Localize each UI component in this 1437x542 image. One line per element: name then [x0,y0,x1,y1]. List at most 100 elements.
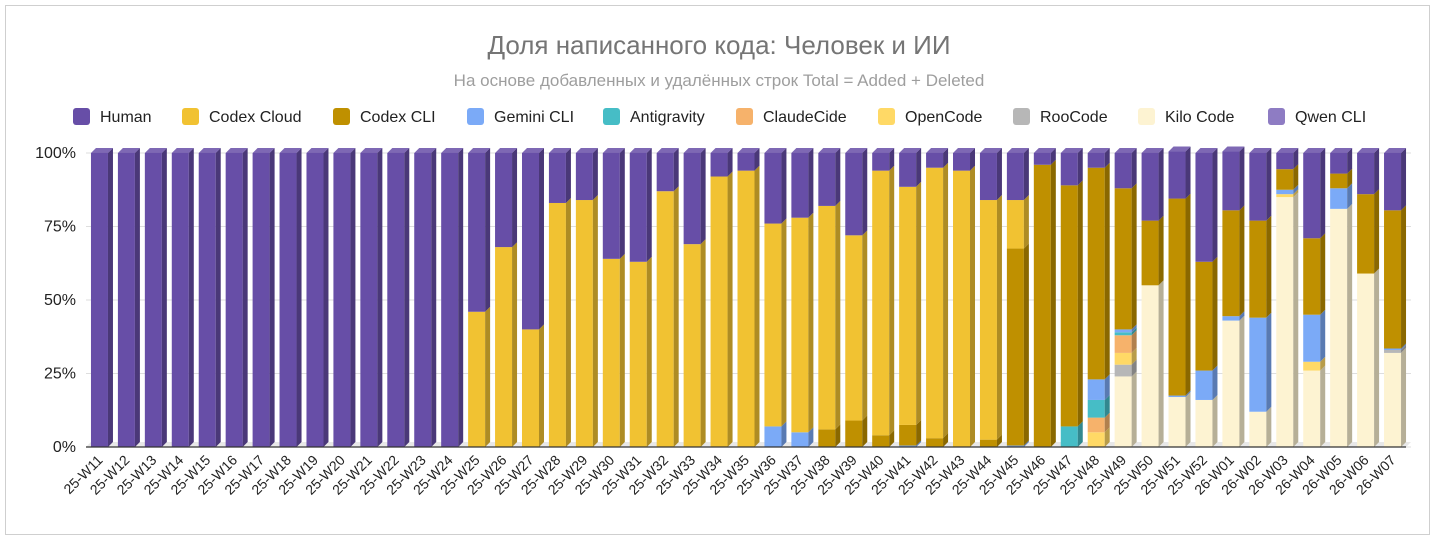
bar-segment-human [548,148,571,203]
bar-segment-kilo-code [1114,371,1137,447]
bar-front [1276,189,1294,195]
bar-segment-codex-cloud [656,186,679,447]
legend-item-claudecide[interactable]: ClaudeCide [736,108,847,126]
bar-column-25-W15 [198,148,221,447]
legend-item-gemini-cli[interactable]: Gemini CLI [467,108,574,126]
legend-item-roocode[interactable]: RooCode [1013,108,1108,126]
bar-front [171,153,189,447]
bar-top [1222,146,1245,152]
legend: Human Codex Cloud Codex CLI Gemini CLI Antig… [73,108,1366,126]
legend-label: OpenCode [905,109,982,126]
bar-front [1087,399,1105,418]
bar-segment-codex-cli [899,419,922,446]
bar-side [1131,327,1137,336]
legend-item-codex-cloud[interactable]: Codex Cloud [182,108,302,126]
bar-side [538,148,544,330]
bar-side [1347,203,1353,447]
bar-side [808,427,814,447]
bar-front [1330,188,1348,209]
bar-front [1384,352,1402,447]
bar-segment-codex-cloud [548,197,571,447]
bar-side [889,430,895,447]
bar-side [835,200,841,430]
bar-front [791,217,809,433]
bar-side [996,434,1002,447]
bar-segment-claudecide [1087,412,1110,433]
bar-front [1249,153,1267,221]
bar-front [818,205,836,430]
bar-side [1077,180,1083,427]
bar-top [414,148,437,153]
bar-front [899,186,917,425]
bar-front [899,153,917,187]
bar-front [117,153,135,447]
bar-side [431,148,437,447]
bar-segment-codex-cli [1249,215,1272,318]
legend-item-kilo-code[interactable]: Kilo Code [1138,108,1234,126]
bar-front [1168,397,1186,447]
bar-front [1141,220,1159,286]
bar-side [1104,427,1110,447]
bar-segment-gemini-cli [791,427,814,447]
bar-side [700,148,706,245]
bar-segment-human [521,148,544,330]
legend-label: Kilo Code [1165,109,1234,126]
bar-front [1141,285,1159,447]
bar-front [926,153,944,168]
bar-column-25-W29 [575,148,598,447]
bar-front [1168,395,1186,398]
chart-svg: Доля написанного кода: Человек и ИИ На о… [35,30,1411,498]
bar-side [943,162,949,439]
bar-side [970,165,976,447]
legend-item-antigravity[interactable]: Antigravity [603,108,705,126]
bar-column-25-W35 [737,148,760,447]
bar-side [350,148,356,447]
bar-top [252,148,275,153]
bar-segment-human [1060,148,1083,186]
bar-side [1320,356,1326,371]
bar-segment-gemini-cli [1330,183,1353,209]
bar-front [279,153,297,447]
legend-swatch [736,108,753,125]
bar-front [1168,151,1186,199]
bar-side [619,253,625,447]
bar-segment-codex-cli [1006,243,1029,446]
bar-column-25-W34 [710,148,733,447]
legend-item-qwen-cli[interactable]: Qwen CLI [1268,108,1366,126]
bar-side [916,148,922,187]
bar-side [485,306,491,447]
bar-segment-codex-cloud [953,165,976,447]
bar-segment-human [979,148,1002,201]
bar-segment-codex-cli [979,434,1002,447]
bar-side [808,148,814,218]
bar-segment-human [279,148,302,447]
bar-front [548,153,566,203]
bar-segment-human [656,148,679,192]
bar-front [144,153,162,447]
bar-top [279,148,302,153]
legend-label: ClaudeCide [763,109,847,126]
bar-side [754,165,760,447]
legend-item-opencode[interactable]: OpenCode [878,108,982,126]
bar-front [872,153,890,171]
bar-front [791,432,809,447]
bar-segment-codex-cli [1357,189,1380,274]
bar-side [808,212,814,433]
bar-front [548,202,566,447]
bar-segment-codex-cloud [791,212,814,433]
bar-side [754,148,760,171]
legend-item-human[interactable]: Human [73,108,152,126]
bar-front [360,153,378,447]
bar-side [889,148,895,171]
bar-top [791,148,814,153]
bar-segment-gemini-cli [899,440,922,447]
bar-side [538,324,544,447]
bar-column-25-W31 [629,148,652,447]
bar-column-26-W06 [1357,148,1380,447]
bar-segment-codex-cli [1303,233,1326,315]
bar-segment-opencode [1087,427,1110,447]
bar-top [629,148,652,153]
bar-side [943,433,949,447]
bar-front [1222,316,1240,321]
legend-item-codex-cli[interactable]: Codex CLI [333,108,436,126]
